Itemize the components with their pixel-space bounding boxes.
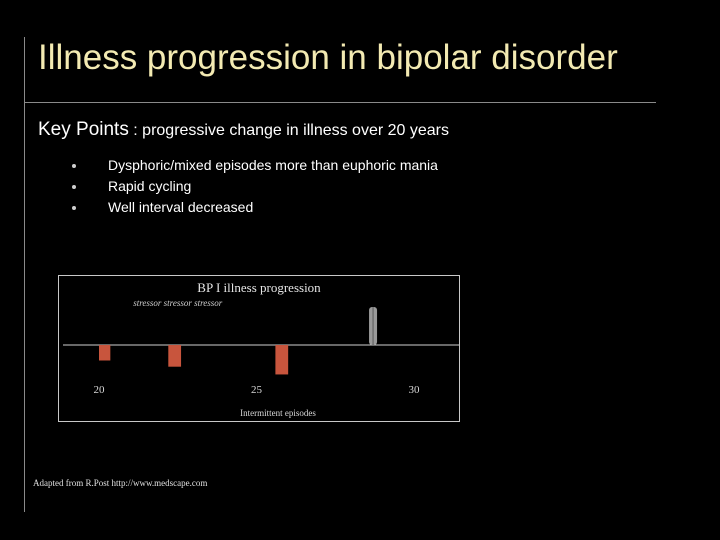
left-rule — [24, 37, 25, 512]
phase-label: Intermittent episodes — [240, 408, 316, 418]
progression-chart: stressor stressor stressorstressorstress… — [63, 298, 459, 418]
bullet-dot-icon — [72, 163, 76, 168]
title-rule — [24, 102, 656, 103]
bullet-text: Rapid cycling — [108, 178, 192, 194]
bullet-item: Dysphoric/mixed episodes more than eupho… — [72, 155, 438, 176]
page-title: Illness progression in bipolar disorder — [38, 38, 618, 77]
stressor-label: stressor stressor stressor — [133, 298, 223, 308]
key-points-heading: Key Points : progressive change in illne… — [38, 119, 449, 141]
bullet-dot-icon — [72, 184, 76, 189]
bullet-item: Well interval decreased — [72, 197, 438, 218]
key-points-subtitle: : progressive change in illness over 20 … — [128, 122, 449, 139]
figure-title: BP I illness progression — [197, 280, 321, 295]
age-tick-label: 25 — [251, 384, 263, 396]
depression-bar — [275, 345, 289, 375]
bullet-text: Well interval decreased — [108, 199, 254, 215]
age-tick-label: 20 — [94, 384, 106, 396]
bullet-item: Rapid cycling — [72, 176, 438, 197]
depression-bar — [99, 345, 111, 361]
age-tick-label: 30 — [409, 384, 421, 396]
source-credit: Adapted from R.Post http://www.medscape.… — [33, 478, 208, 488]
bullet-text: Dysphoric/mixed episodes more than eupho… — [108, 157, 438, 173]
bullet-list: Dysphoric/mixed episodes more than eupho… — [72, 155, 438, 218]
bullet-dot-icon — [72, 205, 76, 210]
progression-figure: stressor stressor stressorstressorstress… — [58, 275, 460, 422]
depression-bar — [168, 345, 182, 367]
key-points-label: Key Points — [38, 119, 129, 140]
